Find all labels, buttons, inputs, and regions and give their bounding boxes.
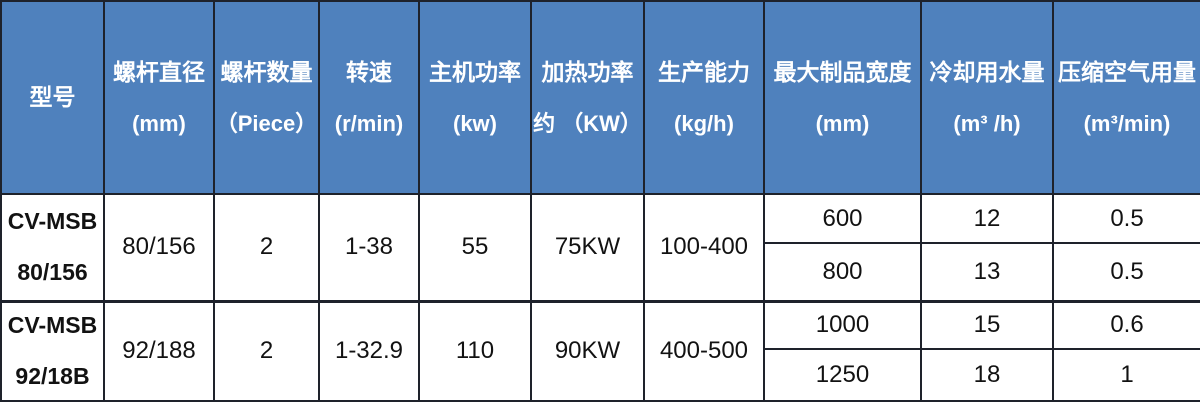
col-header-screw-diameter-unit: (mm) bbox=[132, 111, 186, 137]
cell-product-width: 1000 bbox=[763, 299, 922, 350]
cell-air-usage: 0.6 bbox=[1052, 299, 1200, 350]
col-header-main-power: 主机功率 (kw) bbox=[418, 0, 532, 195]
col-header-speed: 转速 (r/min) bbox=[318, 0, 420, 195]
cell-screw-diameter: 80/156 bbox=[103, 193, 215, 302]
col-header-screw-count-unit: （Piece） bbox=[215, 111, 318, 137]
cell-speed: 1-38 bbox=[318, 193, 420, 302]
col-header-cooling-water-label: 冷却用水量 bbox=[929, 58, 1045, 85]
cell-heating-power: 75KW bbox=[530, 193, 645, 302]
cell-product-width: 1250 bbox=[763, 348, 922, 402]
col-header-compressed-air: 压缩空气用量 (m³/min) bbox=[1052, 0, 1200, 195]
cell-product-width: 600 bbox=[763, 193, 922, 244]
col-header-speed-unit: (r/min) bbox=[334, 111, 404, 137]
col-header-cooling-water-unit: (m³ /h) bbox=[953, 111, 1021, 137]
cell-water-usage: 12 bbox=[920, 193, 1054, 244]
col-header-compressed-air-label: 压缩空气用量 bbox=[1058, 58, 1196, 85]
col-header-max-product-width-label: 最大制品宽度 bbox=[773, 58, 912, 85]
cell-capacity: 100-400 bbox=[643, 193, 765, 302]
cell-screw-count: 2 bbox=[213, 193, 320, 302]
model-line1: CV-MSB bbox=[7, 208, 98, 235]
col-header-screw-count-label: 螺杆数量 bbox=[220, 58, 313, 85]
model-line1: CV-MSB bbox=[7, 312, 98, 339]
col-header-screw-diameter: 螺杆直径 (mm) bbox=[103, 0, 215, 195]
cell-water-usage: 13 bbox=[920, 242, 1054, 302]
col-header-screw-diameter-label: 螺杆直径 bbox=[113, 58, 205, 85]
col-header-heating-power-unit: 约 （KW） bbox=[533, 111, 642, 137]
col-header-main-power-unit: (kw) bbox=[453, 111, 497, 137]
cell-speed: 1-32.9 bbox=[318, 299, 420, 402]
col-header-capacity: 生产能力 (kg/h) bbox=[643, 0, 765, 195]
cell-heating-power: 90KW bbox=[530, 299, 645, 402]
cell-main-power: 110 bbox=[418, 299, 532, 402]
col-header-heating-power: 加热功率 约 （KW） bbox=[530, 0, 645, 195]
cell-capacity: 400-500 bbox=[643, 299, 765, 402]
col-header-capacity-label: 生产能力 bbox=[658, 58, 750, 85]
cell-screw-diameter: 92/188 bbox=[103, 299, 215, 402]
cell-air-usage: 0.5 bbox=[1052, 242, 1200, 302]
table-row: CV-MSB 92/18B 92/188 2 1-32.9 110 90KW 4… bbox=[0, 299, 1200, 402]
model-line2: 80/156 bbox=[17, 259, 88, 286]
col-header-screw-count: 螺杆数量 （Piece） bbox=[213, 0, 320, 195]
col-header-model-label: 型号 bbox=[29, 84, 76, 111]
cell-air-usage: 0.5 bbox=[1052, 193, 1200, 244]
header-row: 型号 螺杆直径 (mm) 螺杆数量 （Piece） 转速 (r/min) 主机功… bbox=[0, 0, 1200, 195]
model-line2: 92/18B bbox=[15, 363, 90, 390]
col-header-compressed-air-unit: (m³/min) bbox=[1083, 111, 1171, 137]
table-row: CV-MSB 80/156 80/156 2 1-38 55 75KW 100-… bbox=[0, 193, 1200, 302]
cell-screw-count: 2 bbox=[213, 299, 320, 402]
col-header-capacity-unit: (kg/h) bbox=[674, 111, 734, 137]
col-header-model: 型号 bbox=[0, 0, 105, 195]
table-row: 800 13 0.5 bbox=[1, 242, 1200, 302]
cell-air-usage: 1 bbox=[1052, 348, 1200, 402]
col-header-cooling-water: 冷却用水量 (m³ /h) bbox=[920, 0, 1054, 195]
cell-water-usage: 15 bbox=[920, 299, 1054, 350]
col-header-max-product-width-unit: (mm) bbox=[815, 111, 870, 137]
cell-main-power: 55 bbox=[418, 193, 532, 302]
table-row: 1250 18 1 bbox=[1, 348, 1200, 402]
cell-product-width: 800 bbox=[763, 242, 922, 302]
col-header-heating-power-label: 加热功率 bbox=[541, 58, 634, 85]
cell-model: CV-MSB 92/18B bbox=[0, 299, 105, 402]
col-header-max-product-width: 最大制品宽度 (mm) bbox=[763, 0, 922, 195]
col-header-main-power-label: 主机功率 bbox=[429, 58, 521, 85]
cell-water-usage: 18 bbox=[920, 348, 1054, 402]
cell-model: CV-MSB 80/156 bbox=[0, 193, 105, 302]
col-header-speed-label: 转速 bbox=[346, 58, 392, 85]
